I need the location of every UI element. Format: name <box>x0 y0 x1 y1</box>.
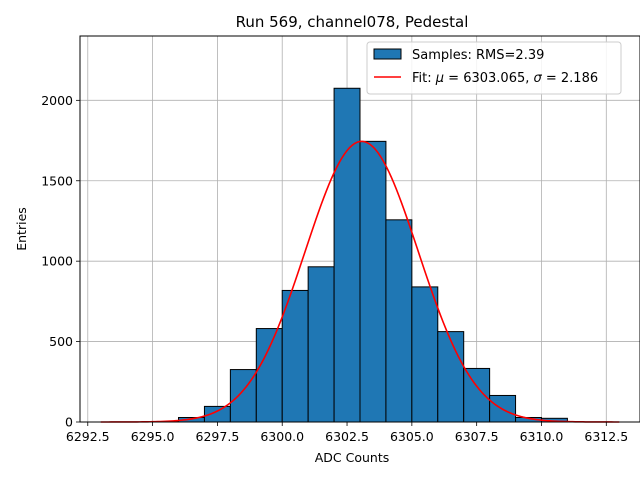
legend-fit-sigma-value: = 2.186 <box>542 71 598 86</box>
legend-label-fit: Fit: μ = 6303.065, σ = 2.186 <box>412 71 598 86</box>
histogram-bar <box>307 266 335 423</box>
x-tick-label: 6307.5 <box>455 429 499 444</box>
x-tick-label: 6292.5 <box>66 429 110 444</box>
histogram-bar <box>385 219 413 423</box>
chart-title: Run 569, channel078, Pedestal <box>236 13 469 31</box>
y-tick-label: 0 <box>65 415 73 430</box>
histogram-bars <box>152 87 568 423</box>
legend-swatch-samples <box>373 48 402 60</box>
x-tick-label: 6305.0 <box>390 429 434 444</box>
legend-label-samples: Samples: RMS=2.39 <box>412 48 544 63</box>
x-tick-label: 6302.5 <box>325 429 369 444</box>
histogram-bar <box>333 87 361 423</box>
y-tick-label: 2000 <box>41 93 73 108</box>
x-axis-label: ADC Counts <box>315 450 390 465</box>
y-tick-label: 500 <box>49 334 73 349</box>
histogram-bar <box>437 331 465 423</box>
gaussian-fit-curve <box>100 140 620 423</box>
y-tick-label: 1000 <box>41 254 73 269</box>
legend-box <box>366 41 622 95</box>
y-tick-label: 1500 <box>41 173 73 188</box>
y-axis-label: Entries <box>14 207 29 251</box>
plot-frame <box>79 35 640 423</box>
legend: Samples: RMS=2.39 Fit: μ = 6303.065, σ =… <box>366 41 622 95</box>
histogram-bar <box>411 286 439 423</box>
x-tick-label: 6310.0 <box>520 429 564 444</box>
x-tick-label: 6297.5 <box>196 429 240 444</box>
x-axis-ticks: 6292.5 6295.0 6297.5 6300.0 6302.5 6305.0 6307… <box>66 422 628 444</box>
histogram-bar <box>255 328 283 423</box>
x-tick-label: 6295.0 <box>131 429 175 444</box>
legend-fit-sigma-symbol: σ <box>534 71 543 86</box>
histogram-bar <box>281 289 309 423</box>
legend-fit-mu-value: = 6303.065, <box>444 71 533 86</box>
histogram-bar <box>359 140 387 423</box>
legend-fit-mu-symbol: μ <box>435 71 444 86</box>
y-axis-ticks: 0 500 1000 1500 2000 <box>41 93 80 430</box>
x-tick-label: 6300.0 <box>260 429 304 444</box>
x-tick-label: 6312.5 <box>584 429 628 444</box>
legend-fit-prefix: Fit: <box>412 71 436 86</box>
histogram-bar <box>463 367 491 423</box>
